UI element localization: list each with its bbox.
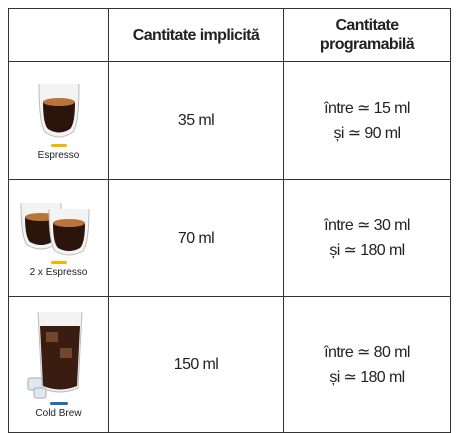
espresso-glass bbox=[38, 83, 79, 147]
header-cell: Cantitate programabilă bbox=[283, 8, 451, 62]
default-cell: 70 ml bbox=[108, 179, 284, 297]
drink-cell: Cold Brew bbox=[8, 296, 109, 433]
double-espresso-glass bbox=[20, 202, 89, 264]
drink-icon: 2 x Espresso bbox=[9, 195, 108, 281]
default-cell: 150 ml bbox=[108, 296, 284, 433]
line: și ≃ 180 ml bbox=[329, 368, 405, 386]
row: 2 x Espresso 70 ml între ≃ 30 ml și ≃ 180… bbox=[8, 179, 451, 297]
header-cell: Cantitate implicită bbox=[108, 8, 284, 62]
drink-label: Cold Brew bbox=[35, 407, 82, 419]
line: și ≃ 180 ml bbox=[329, 242, 405, 259]
programmable-cell: între ≃ 30 ml și ≃ 180 ml bbox=[283, 179, 451, 297]
drink-cell: 2 x Espresso bbox=[8, 179, 109, 297]
programmable-cell: între ≃ 15 ml și ≃ 90 ml bbox=[283, 61, 451, 180]
drink-icon: Espresso bbox=[9, 78, 108, 164]
volume-table: Cantitate implicită Cantitate programabi… bbox=[8, 8, 451, 433]
drink-label: 2 x Espresso bbox=[29, 267, 88, 278]
line: și ≃ 90 ml bbox=[333, 124, 402, 142]
cold-brew-glass bbox=[27, 311, 82, 405]
header-row: Cantitate implicită Cantitate programabi… bbox=[8, 8, 451, 62]
line: între ≃ 80 ml bbox=[324, 343, 410, 361]
empty-header bbox=[8, 8, 109, 62]
line: între ≃ 30 ml bbox=[324, 217, 410, 234]
line: între ≃ 15 ml bbox=[324, 99, 410, 117]
drink-icon: Cold Brew bbox=[9, 308, 108, 422]
drink-label: Espresso bbox=[37, 149, 80, 161]
row: Espresso 35 ml între ≃ 15 ml și ≃ 90 ml bbox=[8, 61, 451, 180]
drink-cell: Espresso bbox=[8, 61, 109, 180]
row: Cold Brew 150 ml între ≃ 80 ml și ≃ 180 m… bbox=[8, 296, 451, 433]
default-cell: 35 ml bbox=[108, 61, 284, 180]
programmable-cell: între ≃ 80 ml și ≃ 180 ml bbox=[283, 296, 451, 433]
header-text: Cantitate programabilă bbox=[319, 17, 415, 53]
